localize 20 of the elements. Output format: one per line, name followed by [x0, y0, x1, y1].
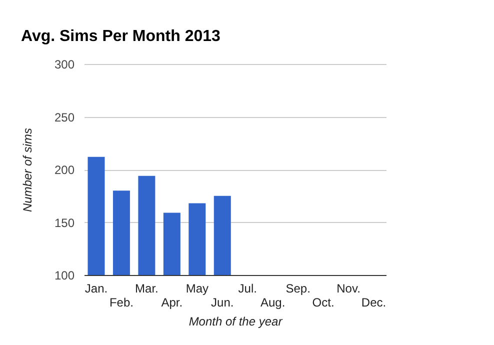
x-tick-label: Apr.	[161, 296, 183, 310]
y-tick-label: 100	[54, 268, 75, 282]
x-tick-label: Feb.	[109, 296, 134, 310]
y-tick-label: 150	[54, 216, 75, 230]
x-tick-label: Jul.	[238, 282, 257, 296]
x-tick-label: Jun.	[211, 296, 234, 310]
x-tick-label: Nov.	[336, 282, 360, 296]
x-tick-label: Sep.	[286, 282, 310, 296]
y-tick-label: 300	[54, 58, 75, 72]
y-tick-label: 250	[54, 110, 75, 124]
x-tick-label: Mar.	[135, 282, 158, 296]
x-tick-label: Oct.	[312, 296, 334, 310]
x-tick-label: Aug.	[260, 296, 286, 310]
x-tick-label: Jan.	[84, 282, 108, 296]
y-tick-label: 200	[54, 163, 75, 177]
y-axis-title: Number of sims	[20, 128, 34, 212]
x-tick-label: Dec.	[361, 296, 386, 310]
chart-title: Avg. Sims Per Month 2013	[20, 28, 221, 45]
x-axis-title: Month of the year	[188, 314, 284, 328]
x-tick-label: May	[186, 282, 208, 296]
